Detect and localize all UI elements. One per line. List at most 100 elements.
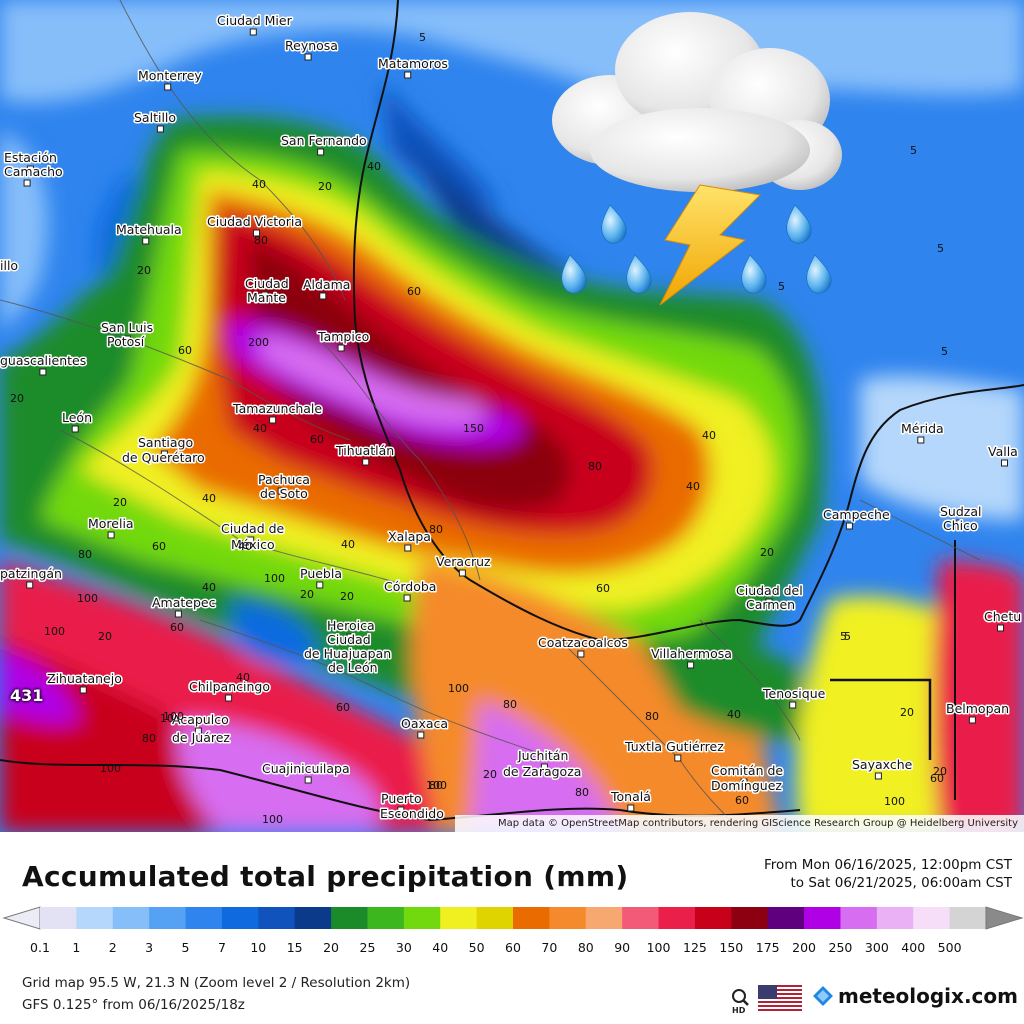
city-marker (317, 148, 325, 156)
isoline-label: 100 (448, 682, 469, 695)
city-marker (404, 71, 412, 79)
isoline-label: 20 (933, 765, 947, 778)
legend-swatch (767, 907, 805, 929)
city-label: Puebla (300, 566, 342, 581)
isoline-label: 100 (100, 762, 121, 775)
legend-tick-label: 300 (864, 940, 889, 955)
city-label: Sudzal (940, 504, 982, 519)
city-label: Estación (4, 150, 57, 165)
legend-swatch (149, 907, 187, 929)
isoline-label: 5 (910, 144, 917, 157)
legend-swatch (549, 907, 587, 929)
city-label: guascalientes (0, 353, 86, 368)
city-marker (123, 335, 131, 343)
isoline-label: 100 (884, 795, 905, 808)
city-label: Carmen (746, 597, 795, 612)
city-label: Escondido (380, 806, 444, 821)
legend-tick-label: 20 (323, 940, 340, 955)
city-label: Acapulco (172, 712, 229, 727)
isoline-label: 60 (152, 540, 166, 553)
legend-swatch (367, 907, 405, 929)
legend-tick-label: 500 (937, 940, 962, 955)
city-marker (39, 368, 47, 376)
legend-swatch (804, 907, 841, 929)
isoline-label: 80 (429, 779, 443, 792)
city-label: Juchitán (517, 748, 568, 763)
legend-tick-label: 25 (359, 940, 376, 955)
city-label: México (231, 537, 275, 552)
city-label: Tenosique (762, 686, 826, 701)
isoline-label: 80 (503, 698, 517, 711)
legend-arrow-right (985, 906, 1024, 930)
city-marker (403, 594, 411, 602)
city-label: Ciudad de (221, 521, 285, 536)
forecast-period: From Mon 06/16/2025, 12:00pm CST to Sat … (764, 856, 1012, 892)
isoline-label: 20 (137, 264, 151, 277)
city-label: Mérida (901, 421, 944, 436)
isoline-label: 80 (645, 710, 659, 723)
city-marker (269, 416, 277, 424)
city-marker (71, 425, 79, 433)
legend-swatch (840, 907, 878, 929)
legend-swatch (913, 907, 951, 929)
city-label: Xalapa (388, 529, 431, 544)
city-label: San Fernando (281, 133, 367, 148)
legend-tick-label: 0.1 (30, 940, 50, 955)
max-value-label: 431 (10, 686, 44, 705)
city-label: Chico (943, 518, 978, 533)
city-label: Mante (247, 290, 286, 305)
legend-swatch (731, 907, 769, 929)
legend-swatch (331, 907, 368, 929)
map-attribution[interactable]: Map data © OpenStreetMap contributors, r… (455, 815, 1024, 832)
brand[interactable]: meteologix.com (812, 984, 1018, 1008)
legend-tick-label: 250 (828, 940, 853, 955)
city-label: de Juárez (172, 730, 230, 745)
city-label: Monterrey (138, 68, 202, 83)
isoline-label: 40 (686, 480, 700, 493)
city-marker (1001, 459, 1008, 467)
legend-swatch (440, 907, 478, 929)
city-label: Coatzacoalcos (538, 635, 628, 650)
city-marker (362, 458, 370, 466)
city-marker (304, 53, 312, 61)
city-marker (23, 179, 31, 187)
city-marker (194, 727, 202, 735)
city-marker (247, 536, 255, 544)
legend-tick-label: 125 (682, 940, 707, 955)
magnifier-hd-icon[interactable]: HD (730, 988, 752, 1015)
city-label: Campeche (823, 507, 890, 522)
chart-title: Accumulated total precipitation (mm) (22, 860, 629, 893)
isoline-label: 60 (407, 285, 421, 298)
legend-tick-label: 7 (217, 940, 226, 955)
city-marker (740, 778, 748, 786)
isoline-label: 40 (238, 540, 252, 553)
isoline-label: 80 (142, 732, 156, 745)
city-label: Matehuala (116, 222, 182, 237)
city-label: Ciudad (245, 276, 289, 291)
city-label: San Luis (101, 320, 153, 335)
city-label: Potosí (107, 334, 145, 349)
legend-tick-label: 100 (646, 940, 671, 955)
us-flag-icon[interactable] (758, 985, 802, 1011)
isoline-label: 10 (160, 712, 174, 725)
isoline-label: 60 (930, 772, 944, 785)
city-label: Ciudad (327, 632, 371, 647)
city-label: Tamazunchale (232, 401, 322, 416)
isoline-label: 40 (236, 671, 250, 684)
isoline-label: 40 (252, 178, 266, 191)
city-marker (316, 581, 324, 589)
city-marker (687, 661, 695, 669)
city-label: Reynosa (285, 38, 338, 53)
legend-tick-label: 2 (108, 940, 117, 955)
isoline-label: 60 (310, 433, 324, 446)
isoline-label: 40 (253, 422, 267, 435)
city-label: de Querétaro (122, 450, 205, 465)
city-marker (261, 291, 269, 299)
precipitation-map[interactable]: Ciudad Mier Reynosa Matamoros Monterrey Salt… (0, 0, 1024, 832)
isoline-label: 5 (419, 31, 426, 44)
city-marker (674, 754, 682, 762)
isoline-label: 60 (735, 794, 749, 807)
isoline-label: 40 (727, 708, 741, 721)
city-marker (845, 522, 853, 530)
city-marker (346, 633, 354, 641)
